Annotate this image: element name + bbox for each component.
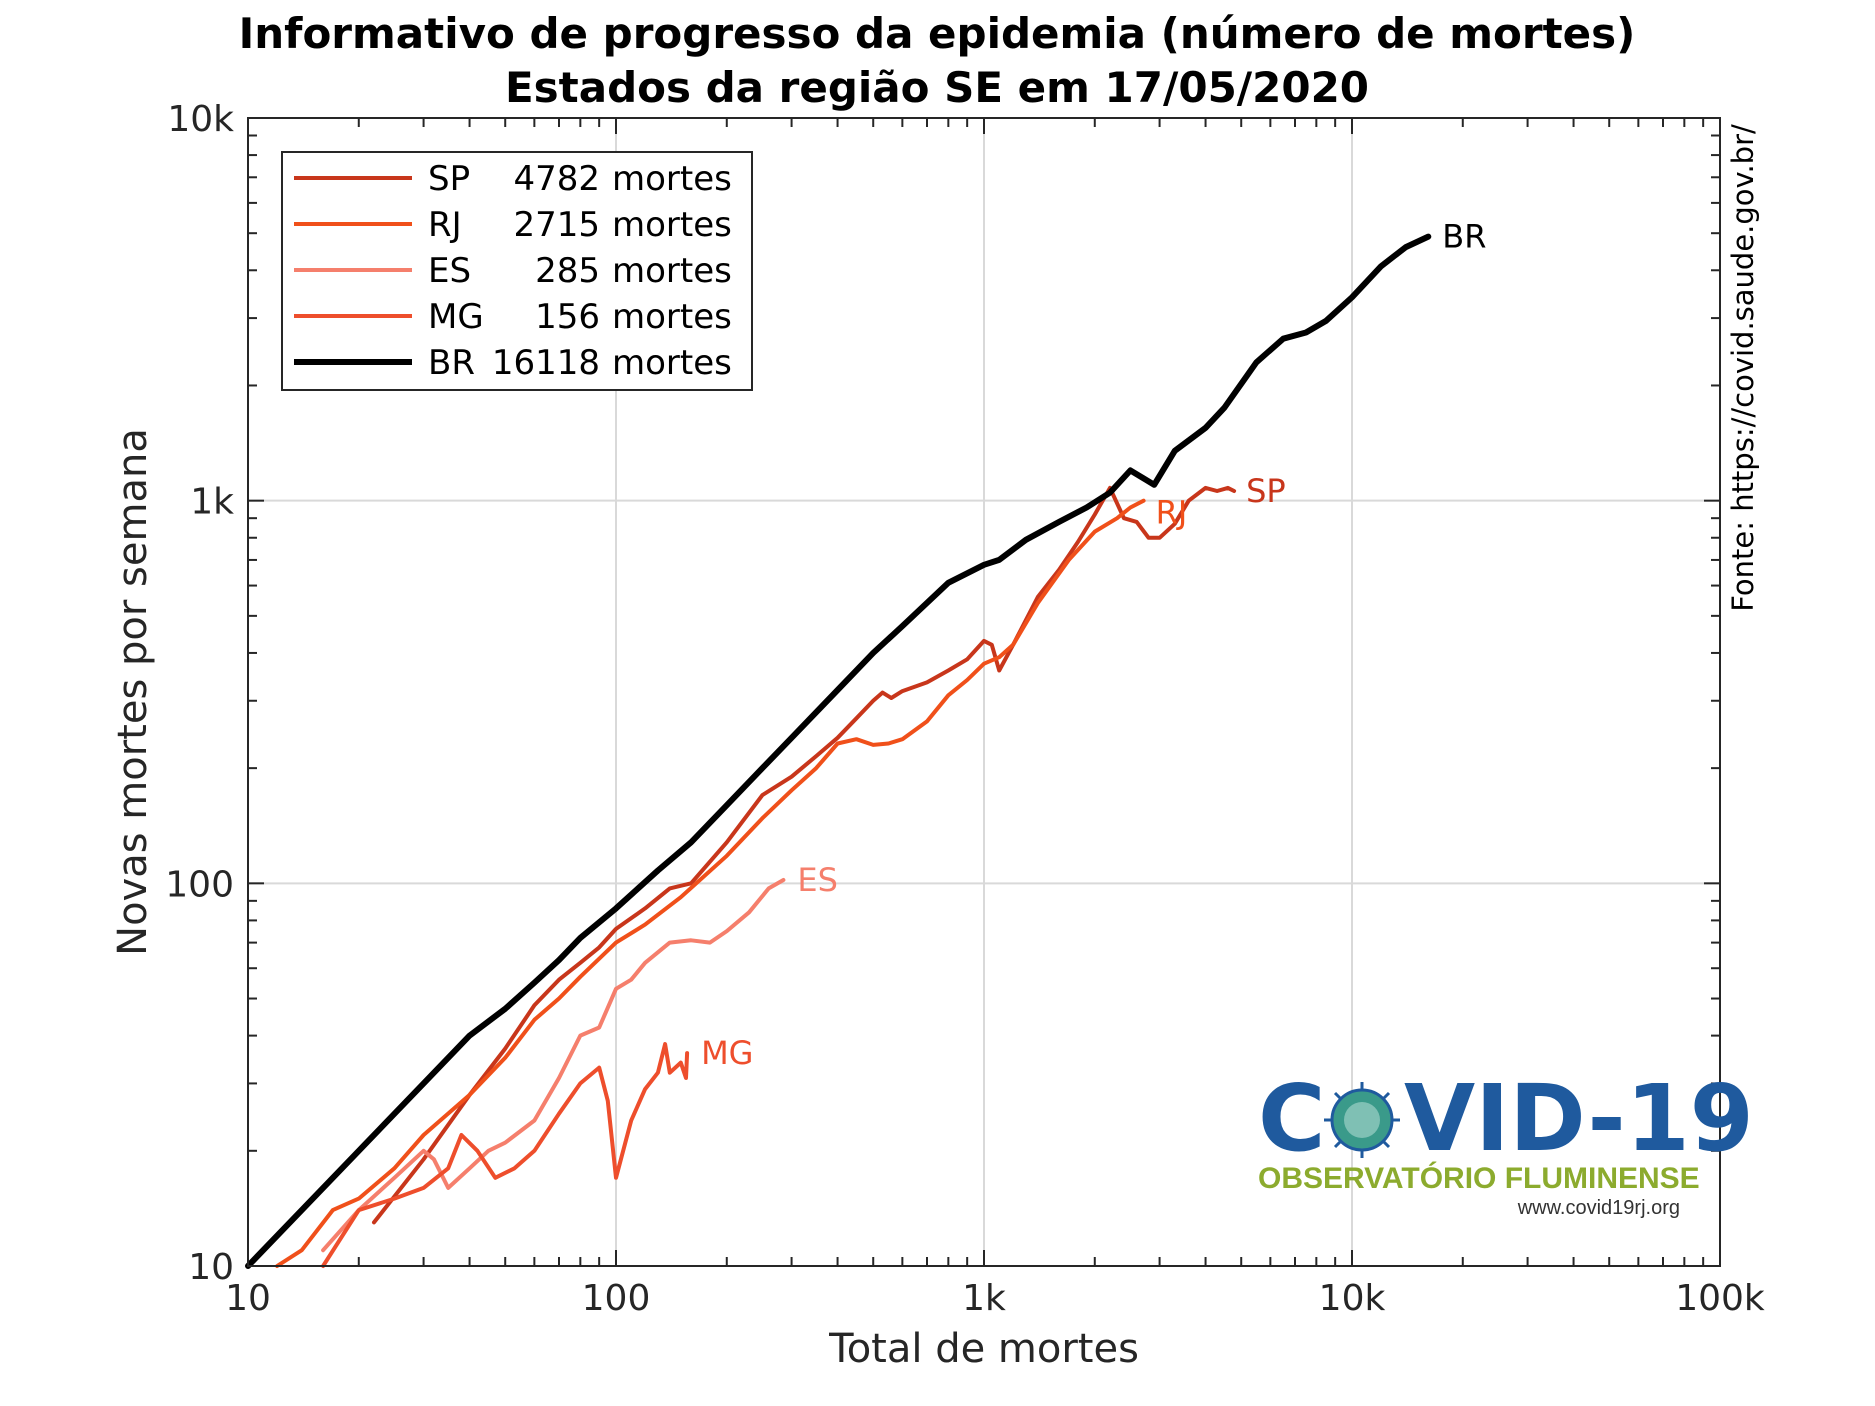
y-axis-label: Novas mortes por semana xyxy=(110,428,156,956)
line-label-mg: MG xyxy=(701,1034,753,1072)
virus-icon xyxy=(1324,1082,1400,1158)
plot-frame xyxy=(247,117,1721,1267)
legend-total-mg: 156 xyxy=(535,297,600,337)
x-tick-label-2: 1k xyxy=(962,1278,1006,1319)
y-tick-label-2: 1k xyxy=(190,482,234,523)
line-label-br: BR xyxy=(1442,218,1486,256)
source-note: Fonte: https://covid.saude.gov.br/ xyxy=(1726,124,1760,612)
legend-name-sp: SP xyxy=(428,159,470,199)
line-end-labels: SP RJ ES MG BR xyxy=(701,218,1486,1073)
logo-subtitle: OBSERVATÓRIO FLUMINENSE xyxy=(1258,1161,1700,1195)
x-tick-labels: 10 100 1k 10k 100k xyxy=(225,1278,1765,1319)
y-tick-label-0: 10 xyxy=(188,1247,234,1288)
x-axis-label: Total de mortes xyxy=(828,1326,1139,1372)
series-line-es xyxy=(321,878,786,1253)
legend-name-rj: RJ xyxy=(428,205,462,245)
series-line-sp xyxy=(372,485,1237,1225)
x-tick-label-4: 100k xyxy=(1675,1278,1765,1319)
logo-url: www.covid19rj.org xyxy=(1517,1197,1680,1219)
chart-subtitle: Estados da região SE em 17/05/2020 xyxy=(505,63,1369,112)
legend-name-es: ES xyxy=(428,251,471,291)
line-label-es: ES xyxy=(797,861,838,899)
legend-total-br: 16118 xyxy=(492,343,600,383)
y-tick-label-3: 10k xyxy=(167,99,234,140)
series-lines xyxy=(245,233,1432,1269)
x-tick-label-0: 10 xyxy=(225,1278,271,1319)
legend-total-rj: 2715 xyxy=(513,205,600,245)
legend-total-sp: 4782 xyxy=(513,159,600,199)
covid19-logo: C VID-19 OBSERVATÓRIO FLUMINENSE www.cov… xyxy=(1258,1065,1754,1219)
legend-name-br: BR xyxy=(428,343,475,383)
logo-letters-vid19: VID-19 xyxy=(1404,1065,1754,1172)
y-tick-labels: 10 100 1k 10k xyxy=(165,99,234,1288)
series-line-rj xyxy=(275,498,1146,1268)
legend-unit-sp: mortes xyxy=(612,159,732,199)
x-tick-label-1: 100 xyxy=(582,1278,651,1319)
line-label-rj: RJ xyxy=(1156,494,1188,532)
chart-title: Informativo de progresso da epidemia (nú… xyxy=(239,9,1636,58)
legend-name-mg: MG xyxy=(428,297,484,337)
x-tick-label-3: 10k xyxy=(1319,1278,1386,1319)
legend: SP 4782 mortes RJ 2715 mortes ES 285 mortes MG 156… xyxy=(281,151,753,391)
legend-unit-br: mortes xyxy=(612,343,732,383)
series-line-mg xyxy=(321,1042,690,1268)
legend-total-es: 285 xyxy=(535,251,600,291)
legend-unit-mg: mortes xyxy=(612,297,732,337)
line-label-sp: SP xyxy=(1246,472,1286,510)
series-line-br xyxy=(245,233,1432,1269)
legend-unit-rj: mortes xyxy=(612,205,732,245)
legend-unit-es: mortes xyxy=(612,251,732,291)
minor-ticks xyxy=(247,118,1720,1267)
y-tick-label-1: 100 xyxy=(165,864,234,905)
logo-letter-c: C xyxy=(1258,1065,1326,1172)
